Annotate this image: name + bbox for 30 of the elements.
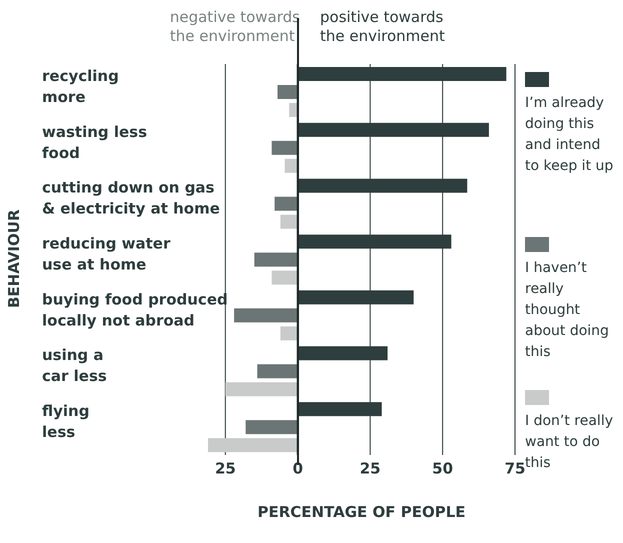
bar	[272, 270, 298, 285]
legend-label: I don’t really want to do this	[525, 412, 614, 473]
y-tick-label: cutting down on gas & electricity at home	[42, 178, 220, 218]
x-tick-label: 25	[214, 460, 236, 478]
y-tick-label: reducing water use at home	[42, 234, 171, 274]
text: negative towards the environment	[170, 8, 300, 46]
bar	[208, 438, 298, 452]
x-tick-label: 75	[504, 460, 526, 478]
bar	[254, 252, 298, 267]
x-tick-label: 50	[432, 460, 454, 478]
x-tick-label: 25	[360, 460, 381, 478]
text: positive towards the environment	[320, 8, 445, 46]
y-axis-title: BEHAVIOUR	[5, 210, 23, 308]
bar	[284, 158, 298, 173]
legend-label: I haven’t really thought about doing this	[525, 259, 610, 362]
bar	[225, 382, 298, 396]
x-axis-title: PERCENTAGE OF PEOPLE	[257, 503, 466, 521]
bar	[278, 85, 298, 99]
bar	[274, 196, 298, 211]
y-tick-label: wasting less food	[42, 122, 148, 162]
bar	[272, 140, 298, 155]
bar	[234, 308, 298, 322]
bar	[280, 214, 298, 229]
y-tick-label: flying less	[42, 402, 90, 442]
y-tick-label: recycling more	[42, 66, 119, 106]
bar	[280, 326, 298, 340]
y-tick-label: using a car less	[42, 346, 107, 386]
bar	[246, 420, 298, 434]
legend-label: I’m already doing this and intend to keep it up	[525, 94, 614, 176]
bar	[257, 364, 298, 378]
